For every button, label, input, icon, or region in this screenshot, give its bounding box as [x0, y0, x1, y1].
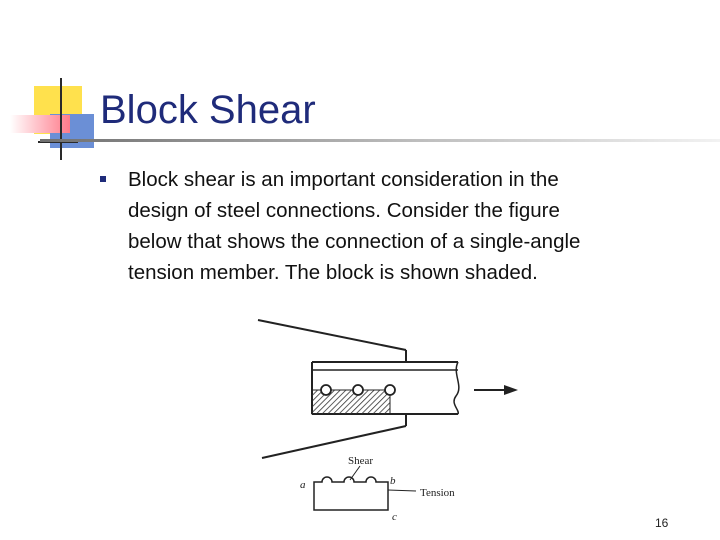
page-number: 16 — [655, 516, 669, 530]
decor-red-bar — [10, 115, 70, 133]
slide-title: Block Shear — [100, 88, 316, 132]
title-underline — [40, 139, 720, 142]
bullet-line: design of steel connections. Consider th… — [128, 199, 560, 222]
label-tension: Tension — [420, 487, 455, 499]
gusset-lower-edge — [261, 425, 407, 459]
block-shear-figure: Shear a b c Tension — [257, 319, 518, 523]
tension-leader — [387, 489, 417, 492]
label-c: c — [392, 511, 397, 523]
member-break-line — [453, 361, 460, 415]
bolt-hole — [384, 384, 396, 396]
failure-path — [313, 476, 389, 511]
bullet-marker — [100, 176, 106, 182]
tension-arrow-head — [504, 385, 518, 395]
bullet-line: tension member. The block is shown shade… — [128, 261, 538, 284]
bullet-line: Block shear is an important consideratio… — [128, 168, 559, 191]
gusset-upper-edge — [257, 319, 407, 351]
bullet-line: below that shows the connection of a sin… — [128, 230, 581, 253]
bullet-text: Block shear is an important consideratio… — [128, 164, 688, 288]
shear-leader — [349, 465, 361, 481]
label-b: b — [390, 475, 396, 487]
bolt-hole — [352, 384, 364, 396]
decor-horizontal-line — [38, 141, 78, 143]
label-shear: Shear — [348, 455, 373, 467]
decor-vertical-line — [60, 78, 62, 160]
label-a: a — [300, 479, 306, 491]
bolt-hole — [320, 384, 332, 396]
